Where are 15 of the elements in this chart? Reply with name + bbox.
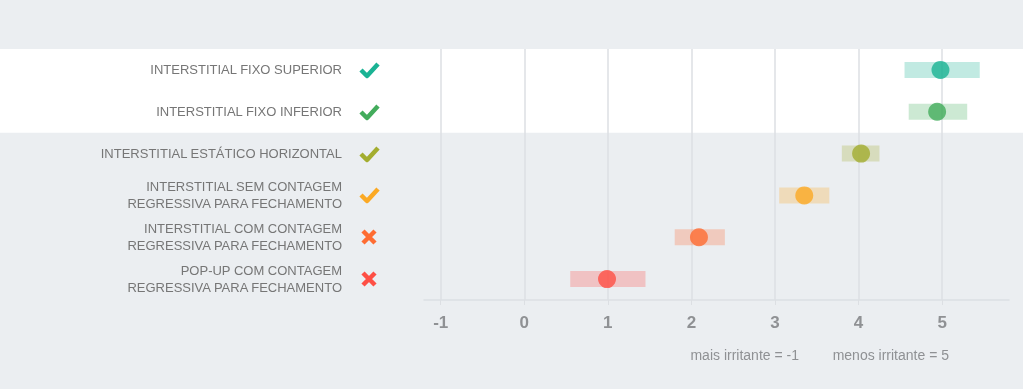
y-tick-label: POP-UP COM CONTAGEM REGRESSIVA PARA FECHAMENTO	[127, 263, 342, 296]
y-tick-label: INTERSTITIAL FIXO INFERIOR	[156, 104, 342, 120]
x-tick-label: 1	[603, 313, 613, 332]
x-tick-label: 0	[519, 313, 530, 332]
x-tick-label: 2	[686, 313, 697, 332]
y-tick-label: INTERSTITIAL COM CONTAGEM REGRESSIVA PARA FECHAMENTO	[127, 221, 342, 254]
x-tick-label: 4	[853, 313, 864, 332]
y-tick-label: INTERSTITIAL SEM CONTAGEM REGRESSIVA PARA FECHAMENTO	[127, 179, 342, 212]
x-tick-label: 3	[770, 313, 780, 332]
text: menos irritante = 5	[832, 347, 950, 363]
x-tick-label: -1	[433, 313, 449, 332]
y-tick-label: INTERSTITIAL ESTÁTICO HORIZONTAL	[100, 146, 342, 162]
y-tick-label: INTERSTITIAL FIXO SUPERIOR	[150, 62, 342, 78]
x-tick-label: 5	[937, 313, 947, 332]
text: mais irritante = -1	[690, 347, 800, 363]
